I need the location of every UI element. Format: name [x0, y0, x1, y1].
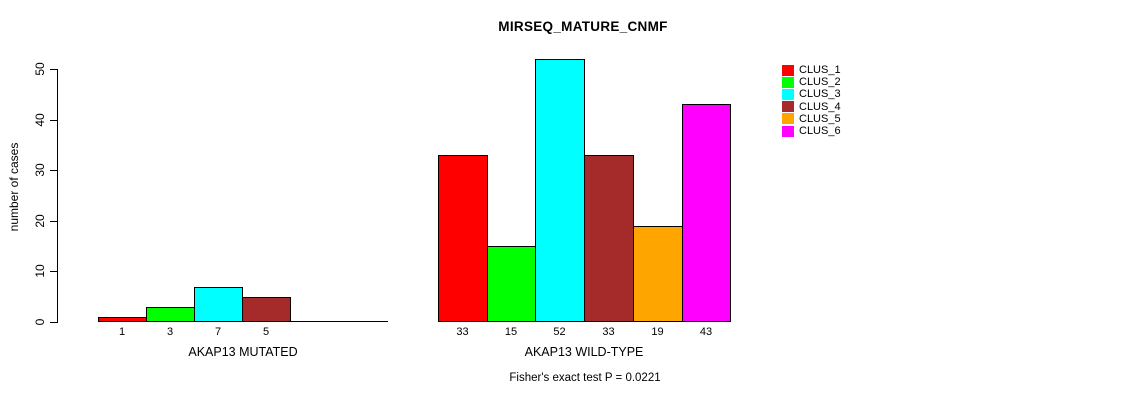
- legend-color-swatch: [782, 88, 794, 100]
- bar: [633, 226, 683, 322]
- x-axis-label-wild-type: AKAP13 WILD-TYPE: [524, 345, 644, 359]
- bar: [98, 317, 147, 322]
- bar-value-label: 1: [118, 326, 126, 338]
- bar-value-label: 43: [699, 326, 713, 338]
- y-tick-label: 20: [33, 214, 47, 228]
- bar-value-label: 52: [553, 326, 566, 338]
- y-tick-label: 30: [33, 163, 47, 177]
- legend-color-swatch: [782, 64, 794, 76]
- y-tick: [50, 120, 57, 121]
- y-axis-line: [57, 69, 58, 323]
- bar-value-label: 7: [214, 326, 222, 338]
- y-tick: [50, 221, 57, 222]
- y-tick: [50, 170, 57, 171]
- y-tick: [50, 322, 57, 323]
- legend-label: CLUS_2: [799, 76, 841, 89]
- y-tick-label: 40: [33, 113, 47, 127]
- zero-height-bar: [339, 321, 388, 322]
- y-axis-title: number of cases: [7, 142, 21, 232]
- legend-label: CLUS_5: [799, 112, 841, 125]
- legend-label: CLUS_3: [799, 88, 841, 101]
- bar: [487, 246, 536, 322]
- zero-height-bar: [290, 321, 340, 322]
- bar: [535, 59, 585, 322]
- bar: [438, 155, 488, 322]
- bar-value-label: 3: [166, 326, 174, 338]
- y-tick: [50, 69, 57, 70]
- y-tick-label: 50: [33, 62, 47, 76]
- bar: [146, 307, 195, 322]
- bar-value-label: 5: [262, 326, 270, 338]
- bar-value-label: 15: [504, 326, 518, 338]
- bar: [194, 287, 243, 322]
- x-axis-label-mutated: AKAP13 MUTATED: [188, 345, 298, 359]
- bar: [584, 155, 634, 322]
- legend-color-swatch: [782, 125, 794, 137]
- legend-color-swatch: [782, 76, 794, 88]
- bar-value-label: 19: [651, 326, 664, 338]
- bar: [242, 297, 291, 322]
- bar: [682, 104, 731, 322]
- bar-value-label: 33: [456, 326, 469, 338]
- chart-title: MIRSEQ_MATURE_CNMF: [498, 19, 668, 34]
- legend-color-swatch: [782, 101, 794, 113]
- legend-color-swatch: [782, 113, 794, 125]
- y-tick-label: 0: [33, 318, 47, 326]
- y-tick: [50, 271, 57, 272]
- y-tick-label: 10: [33, 264, 47, 278]
- legend-label: CLUS_4: [799, 100, 841, 113]
- legend-label: CLUS_1: [799, 64, 841, 76]
- legend-label: CLUS_6: [799, 125, 841, 137]
- fisher-test-caption: Fisher's exact test P = 0.0221: [509, 372, 661, 384]
- bar-value-label: 33: [602, 326, 615, 338]
